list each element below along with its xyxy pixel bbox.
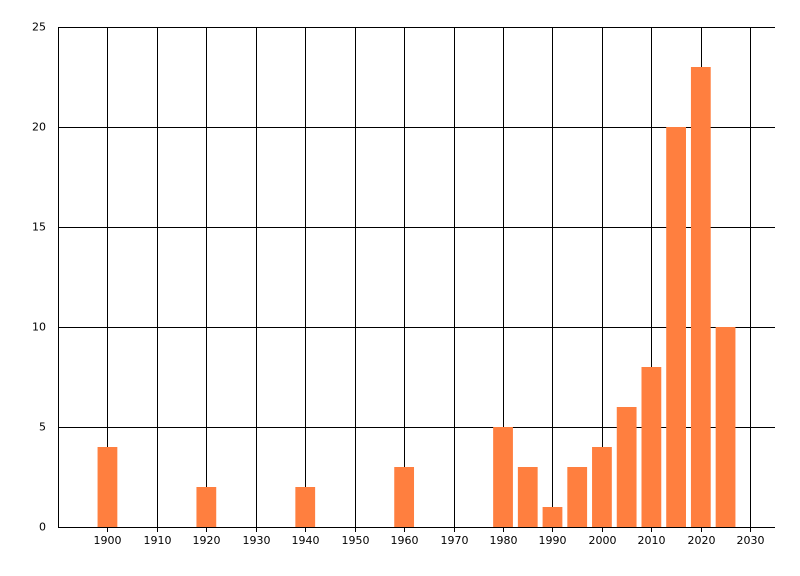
bar	[517, 467, 538, 527]
x-tick-label: 2020	[688, 534, 716, 547]
bar	[542, 507, 563, 527]
y-tick-label: 15	[32, 221, 46, 234]
bar	[493, 427, 513, 527]
bar	[295, 487, 316, 527]
bar	[715, 327, 736, 527]
x-tick-label: 2010	[638, 534, 666, 547]
y-tick-label: 25	[32, 21, 46, 34]
y-tick-label: 0	[39, 521, 46, 534]
y-tick-label: 10	[32, 321, 46, 334]
x-tick-label: 1970	[441, 534, 469, 547]
bar	[641, 367, 662, 527]
x-tick-label: 1950	[342, 534, 370, 547]
x-tick-label: 1960	[391, 534, 419, 547]
bar	[616, 407, 637, 527]
x-tick-label: 1910	[144, 534, 172, 547]
x-tick-label: 1900	[94, 534, 122, 547]
x-tick-label: 1980	[490, 534, 518, 547]
x-tick-label: 1990	[539, 534, 567, 547]
y-tick-label: 20	[32, 121, 46, 134]
bar	[394, 467, 415, 527]
x-tick-label: 1940	[292, 534, 320, 547]
bar	[592, 447, 612, 527]
bar	[567, 467, 588, 527]
bar	[690, 67, 711, 527]
bar	[666, 127, 686, 527]
x-tick-label: 2000	[589, 534, 617, 547]
x-tick-label: 2030	[737, 534, 765, 547]
bar	[196, 487, 217, 527]
bar	[97, 447, 118, 527]
x-tick-label: 1920	[193, 534, 221, 547]
y-tick-label: 5	[39, 421, 46, 434]
x-tick-label: 1930	[243, 534, 271, 547]
